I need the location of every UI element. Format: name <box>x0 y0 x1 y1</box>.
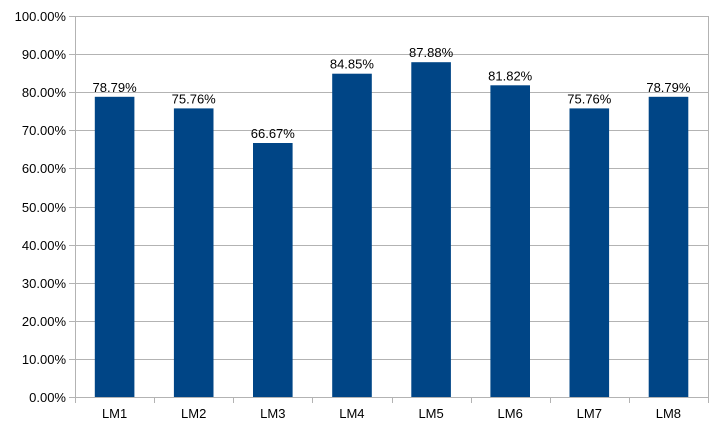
y-axis-tick-labels: 0.00% 10.00% 20.00% 30.00% 40.00% 50.00% 60.00… <box>15 9 67 405</box>
x-tick-label: LM1 <box>102 406 127 421</box>
x-tick-label: LM4 <box>339 406 364 421</box>
y-tick-label: 50.00% <box>22 200 67 215</box>
y-tick-label: 40.00% <box>22 238 67 253</box>
y-tick-label: 70.00% <box>22 123 67 138</box>
data-label: 81.82% <box>488 68 533 83</box>
axes <box>69 16 709 403</box>
bars <box>94 62 689 398</box>
x-tick-label: LM2 <box>181 406 206 421</box>
y-tick-label: 80.00% <box>22 85 67 100</box>
bar-lm8 <box>648 96 689 398</box>
y-tick-label: 0.00% <box>29 390 66 405</box>
y-tick-label: 30.00% <box>22 276 67 291</box>
y-tick-label: 20.00% <box>22 314 67 329</box>
y-tick-label: 90.00% <box>22 47 67 62</box>
bar-lm7 <box>569 108 610 398</box>
data-labels: 78.79% 75.76% 66.67% 84.85% 87.88% 81.82% 75.7… <box>93 45 691 141</box>
data-label: 75.76% <box>172 91 217 106</box>
x-tick-label: LM8 <box>656 406 681 421</box>
y-tick-label: 100.00% <box>15 9 67 24</box>
data-label: 87.88% <box>409 45 454 60</box>
gridlines <box>69 16 708 398</box>
data-label: 78.79% <box>646 80 691 95</box>
data-label: 75.76% <box>567 91 612 106</box>
bar-lm2 <box>173 108 214 398</box>
bar-lm3 <box>253 143 293 397</box>
bar-lm5 <box>411 62 451 397</box>
y-tick-label: 10.00% <box>22 352 67 367</box>
y-tick-label: 60.00% <box>22 161 67 176</box>
bar-lm4 <box>332 73 372 397</box>
x-axis-tick-labels: LM1 LM2 LM3 LM4 LM5 LM6 LM7 LM8 <box>102 406 681 421</box>
x-tick-label: LM3 <box>260 406 285 421</box>
bar-lm1 <box>94 96 135 398</box>
data-label: 78.79% <box>93 80 138 95</box>
bar-lm6 <box>490 85 530 398</box>
x-tick-label: LM5 <box>418 406 443 421</box>
data-label: 66.67% <box>251 126 296 141</box>
x-tick-label: LM7 <box>577 406 602 421</box>
x-tick-label: LM6 <box>498 406 523 421</box>
data-label: 84.85% <box>330 57 375 72</box>
